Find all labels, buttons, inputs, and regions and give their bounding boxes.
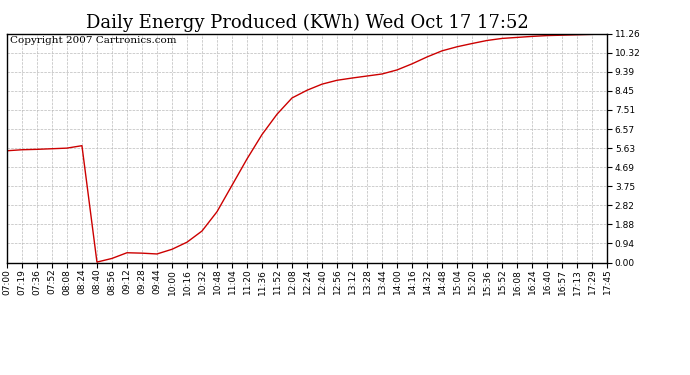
Text: Copyright 2007 Cartronics.com: Copyright 2007 Cartronics.com [10, 36, 177, 45]
Title: Daily Energy Produced (KWh) Wed Oct 17 17:52: Daily Energy Produced (KWh) Wed Oct 17 1… [86, 14, 529, 32]
